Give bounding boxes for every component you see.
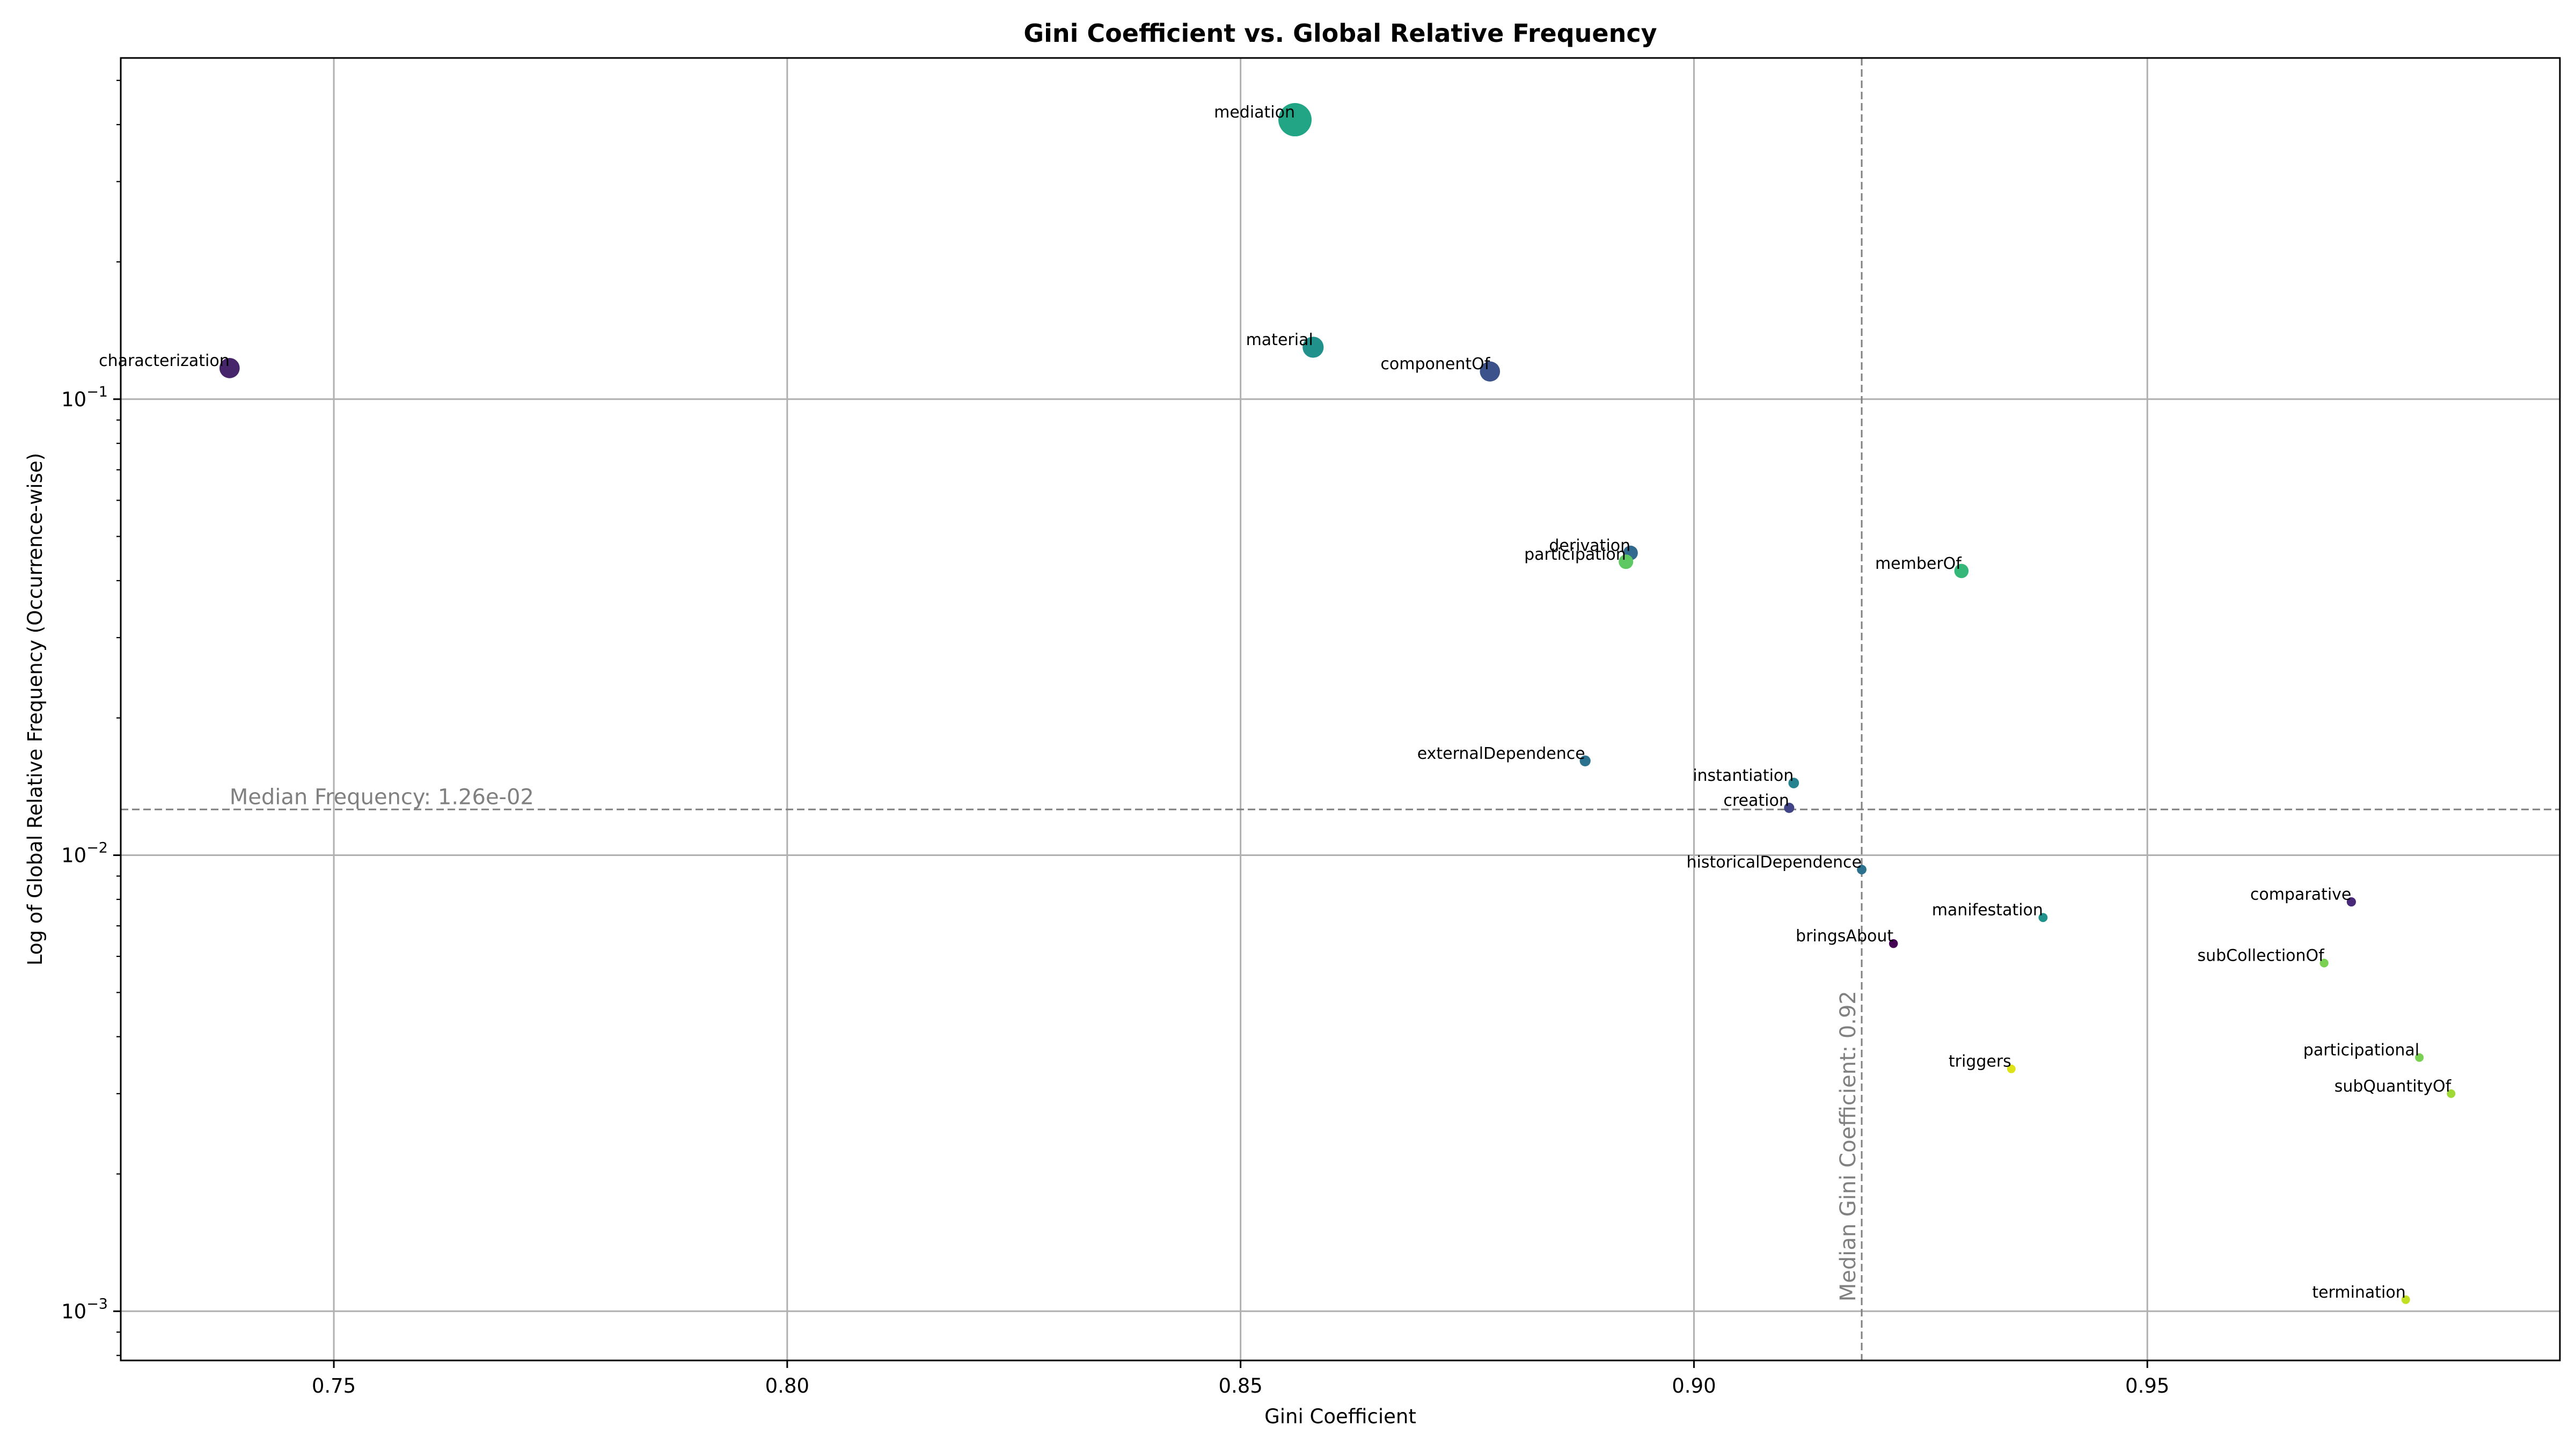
scatter-point [1889, 939, 1898, 948]
scatter-point [2007, 1064, 2016, 1073]
point-label: participation [1524, 545, 1626, 564]
point-label: triggers [1949, 1052, 2011, 1071]
scatter-point [2319, 958, 2329, 968]
point-label: participational [2303, 1041, 2419, 1060]
point-label: comparative [2250, 885, 2352, 904]
scatter-point [2415, 1053, 2424, 1062]
reference-lines: Median Frequency: 1.26e-02 Median Gini Co… [121, 58, 2560, 1360]
scatter-point [2401, 1295, 2410, 1304]
x-axis-label: Gini Coefficient [1264, 1405, 1416, 1428]
point-label: subCollectionOf [2197, 947, 2325, 965]
scatter-point [1857, 865, 1867, 875]
plot-area-frame [120, 57, 2561, 1362]
axis-ticks: 0.75 0.80 0.85 0.90 0.95 10−3 10−2 10−1 [61, 79, 2169, 1397]
data-points [219, 103, 2456, 1304]
point-label: material [1246, 331, 1313, 349]
scatter-point [1784, 802, 1795, 813]
scatter-point [1278, 103, 1312, 137]
point-label: creation [1723, 791, 1789, 810]
point-label: manifestation [1932, 901, 2043, 920]
point-label: characterization [99, 352, 230, 370]
median-gini-label: Median Gini Coefficient: 0.92 [1836, 991, 1861, 1301]
chart-title: Gini Coefficient vs. Global Relative Fre… [1023, 19, 1657, 48]
scatter-point [1954, 564, 1969, 579]
x-tick-label: 0.80 [765, 1374, 809, 1397]
y-tick-label: 10−1 [61, 384, 108, 411]
scatter-point [1579, 755, 1591, 766]
point-label: instantiation [1693, 766, 1794, 785]
y-axis-label: Log of Global Relative Frequency (Occurr… [24, 453, 47, 965]
point-label: componentOf [1380, 355, 1490, 374]
x-tick-label: 0.90 [1672, 1374, 1716, 1397]
scatter-point [1302, 336, 1324, 358]
y-tick-label: 10−2 [61, 840, 108, 867]
point-label: mediation [1214, 103, 1295, 122]
point-label: subQuantityOf [2334, 1077, 2452, 1096]
scatter-point [1788, 778, 1799, 788]
grid-lines [121, 58, 2560, 1360]
x-tick-label: 0.95 [2125, 1374, 2169, 1397]
scatter-point [219, 357, 240, 378]
point-label: derivation [1549, 536, 1630, 555]
scatter-point [1619, 554, 1634, 569]
point-label: memberOf [1875, 554, 1962, 573]
point-label: termination [2312, 1283, 2405, 1302]
median-frequency-label: Median Frequency: 1.26e-02 [230, 785, 534, 809]
scatter-point [1480, 361, 1501, 382]
x-tick-label: 0.85 [1218, 1374, 1262, 1397]
scatter-point [2447, 1089, 2456, 1098]
point-label: bringsAbout [1796, 927, 1893, 946]
scatter-point [2038, 913, 2048, 923]
point-label: historicalDependence [1686, 853, 1862, 872]
x-tick-label: 0.75 [312, 1374, 356, 1397]
point-label: externalDependence [1417, 744, 1585, 763]
scatter-point [2346, 897, 2357, 907]
y-tick-label: 10−3 [61, 1296, 108, 1323]
